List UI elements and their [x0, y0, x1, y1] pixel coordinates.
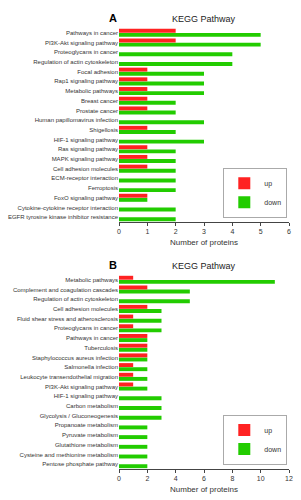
svg-text:10: 10 [257, 475, 265, 482]
svg-text:5: 5 [259, 228, 263, 235]
svg-text:up: up [264, 180, 272, 188]
svg-text:Cell adhesion molecules: Cell adhesion molecules [53, 166, 118, 172]
svg-text:4: 4 [174, 475, 178, 482]
svg-text:Number of proteins: Number of proteins [170, 238, 238, 247]
svg-text:HIF-1 signaling pathway: HIF-1 signaling pathway [54, 393, 118, 399]
svg-text:0: 0 [117, 475, 121, 482]
svg-text:1: 1 [145, 228, 149, 235]
svg-text:FoxO signaling pathway: FoxO signaling pathway [54, 195, 118, 201]
svg-text:Cell adhesion molecules: Cell adhesion molecules [53, 306, 118, 312]
svg-text:12: 12 [285, 475, 293, 482]
svg-text:Leukocyte transendothelial mig: Leukocyte transendothelial migration [20, 374, 118, 380]
svg-text:6: 6 [287, 228, 291, 235]
svg-text:PI3K-Akt signaling pathway: PI3K-Akt signaling pathway [45, 384, 118, 390]
svg-text:Shigellosis: Shigellosis [89, 127, 118, 133]
svg-text:Proteoglycans in cancer: Proteoglycans in cancer [54, 325, 118, 331]
svg-text:3: 3 [202, 228, 206, 235]
svg-text:Number of proteins: Number of proteins [170, 485, 238, 494]
svg-text:Pentose phosphate pathway: Pentose phosphate pathway [42, 461, 118, 467]
svg-text:0: 0 [117, 228, 121, 235]
svg-text:ECM-receptor interaction: ECM-receptor interaction [51, 175, 118, 181]
svg-text:6: 6 [202, 475, 206, 482]
svg-text:Rap1 signaling pathway: Rap1 signaling pathway [54, 78, 118, 84]
svg-text:Salmonella infection: Salmonella infection [64, 364, 118, 370]
svg-text:4: 4 [230, 228, 234, 235]
svg-text:Human papillomavirus infection: Human papillomavirus infection [35, 117, 118, 123]
svg-text:A: A [109, 12, 117, 24]
svg-text:MAPK signaling pathway: MAPK signaling pathway [52, 156, 118, 162]
svg-text:Pyruvate metabolism: Pyruvate metabolism [62, 432, 118, 438]
svg-text:Glycolysis / Gluconeogenesis: Glycolysis / Gluconeogenesis [40, 413, 118, 419]
svg-text:Cytokine-cytokine receptor int: Cytokine-cytokine receptor interaction [18, 205, 118, 211]
svg-text:2: 2 [174, 228, 178, 235]
svg-text:down: down [264, 199, 281, 206]
svg-text:Regulation of actin cytoskelet: Regulation of actin cytoskeleton [33, 296, 118, 302]
svg-text:Staphylococcus aureus infectio: Staphylococcus aureus infection [32, 355, 118, 361]
svg-text:Tuberculosis: Tuberculosis [84, 345, 118, 351]
svg-text:Carbon metabolism: Carbon metabolism [66, 403, 118, 409]
svg-text:EGFR tyrosine kinase inhibitor: EGFR tyrosine kinase inhibitor resistanc… [8, 214, 119, 220]
svg-text:KEGG Pathway: KEGG Pathway [172, 261, 236, 271]
svg-text:Metabolic pathways: Metabolic pathways [65, 88, 118, 94]
svg-text:Prostate cancer: Prostate cancer [76, 108, 118, 114]
svg-text:Proteoglycans in cancer: Proteoglycans in cancer [54, 49, 118, 55]
svg-text:down: down [264, 446, 281, 453]
svg-text:up: up [264, 427, 272, 435]
svg-text:8: 8 [230, 475, 234, 482]
svg-text:HIF-1 signaling pathway: HIF-1 signaling pathway [54, 137, 118, 143]
svg-text:Propanoate metabolism: Propanoate metabolism [55, 422, 118, 428]
svg-text:Fluid shear stress and atheros: Fluid shear stress and atherosclerosis [17, 316, 118, 322]
svg-text:Focal adhesion: Focal adhesion [77, 69, 118, 75]
svg-text:Ferroptosis: Ferroptosis [88, 185, 118, 191]
svg-text:Cysteine and methionine metabo: Cysteine and methionine metabolism [20, 452, 118, 458]
svg-text:Regulation of actin cytoskelet: Regulation of actin cytoskeleton [33, 59, 118, 65]
svg-text:B: B [109, 259, 117, 271]
svg-text:2: 2 [145, 475, 149, 482]
svg-text:Pathways in cancer: Pathways in cancer [66, 30, 118, 36]
svg-text:Metabolic pathways: Metabolic pathways [65, 277, 118, 283]
svg-text:Complement and coagulation cas: Complement and coagulation cascades [13, 287, 118, 293]
svg-text:PI3K-Akt signaling pathway: PI3K-Akt signaling pathway [45, 40, 118, 46]
svg-text:KEGG Pathway: KEGG Pathway [172, 14, 236, 24]
svg-text:Breast cancer: Breast cancer [81, 98, 118, 104]
svg-text:Ras signaling pathway: Ras signaling pathway [58, 146, 118, 152]
svg-text:Glutathione metabolism: Glutathione metabolism [55, 442, 118, 448]
svg-text:Pathways in cancer: Pathways in cancer [66, 335, 118, 341]
